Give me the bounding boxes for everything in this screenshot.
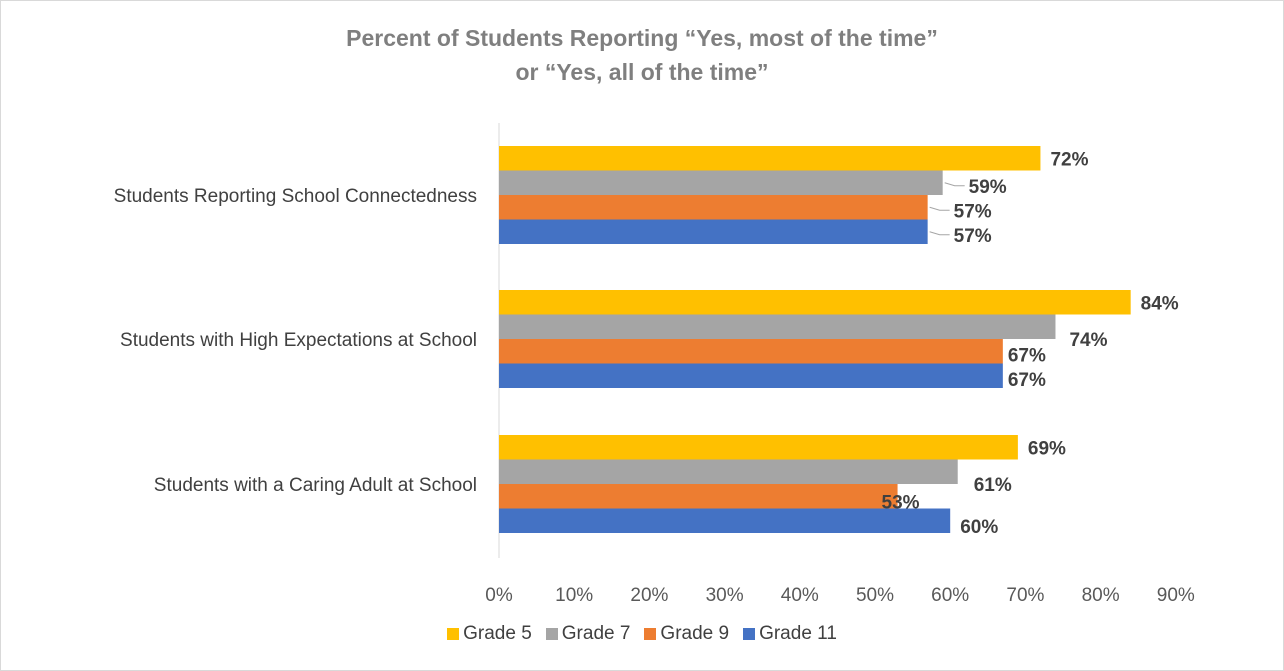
data-label: 60%	[960, 517, 998, 538]
bar	[499, 363, 1003, 388]
bar	[499, 339, 1003, 364]
data-label: 57%	[954, 226, 992, 247]
x-tick-label: 70%	[1006, 585, 1044, 606]
bar	[499, 290, 1131, 315]
bar	[499, 219, 928, 244]
legend-item: Grade 5	[447, 623, 532, 645]
legend-label: Grade 11	[759, 623, 837, 644]
x-tick-label: 0%	[485, 585, 513, 606]
data-label-leader-line	[944, 182, 965, 187]
data-label-leader-line	[929, 231, 950, 236]
x-tick-label: 80%	[1082, 585, 1120, 606]
legend-swatch	[743, 628, 756, 640]
bar	[499, 459, 958, 484]
x-tick-label: 10%	[555, 585, 593, 606]
data-label: 67%	[1008, 345, 1046, 366]
x-tick-label: 60%	[931, 585, 969, 606]
legend-label: Grade 9	[660, 623, 730, 644]
data-label: 84%	[1141, 293, 1179, 314]
legend-item: Grade 9	[644, 623, 729, 645]
x-tick-label: 30%	[706, 585, 744, 606]
bar	[499, 146, 1041, 171]
legend-swatch	[545, 628, 558, 640]
legend-label: Grade 5	[463, 623, 532, 644]
legend-label: Grade 7	[561, 623, 631, 644]
x-tick-label: 90%	[1157, 585, 1195, 606]
bar	[499, 508, 951, 533]
chart-title-line-2: or “Yes, all of the time”	[515, 59, 769, 85]
x-tick-label: 40%	[781, 585, 819, 606]
data-label: 72%	[1050, 149, 1088, 170]
x-tick-label: 20%	[630, 585, 668, 606]
chart-title-line-1: Percent of Students Reporting “Yes, most…	[346, 25, 938, 51]
legend-item: Grade 11	[743, 623, 837, 645]
chart-legend: Grade 5 Grade 7 Grade 9 Grade 11	[1, 623, 1283, 645]
bar	[499, 484, 898, 509]
data-label: 74%	[1069, 330, 1107, 351]
category-label: Students Reporting School Connectedness	[114, 186, 477, 207]
data-label: 67%	[1008, 370, 1046, 391]
category-label: Students with a Caring Adult at School	[154, 475, 477, 496]
bar	[499, 170, 943, 195]
category-label: Students with High Expectations at Schoo…	[120, 330, 477, 351]
legend-item: Grade 7	[545, 623, 631, 645]
legend-swatch	[447, 628, 460, 640]
bar	[499, 435, 1018, 460]
data-label: 69%	[1028, 438, 1066, 459]
data-label: 57%	[954, 201, 992, 222]
data-label: 61%	[974, 475, 1012, 496]
x-tick-label: 50%	[856, 585, 894, 606]
data-label-leader-line	[929, 206, 950, 211]
bar	[499, 314, 1056, 339]
legend-swatch	[644, 628, 657, 640]
bar	[499, 195, 928, 220]
data-label: 53%	[882, 492, 920, 513]
data-label: 59%	[969, 177, 1007, 198]
